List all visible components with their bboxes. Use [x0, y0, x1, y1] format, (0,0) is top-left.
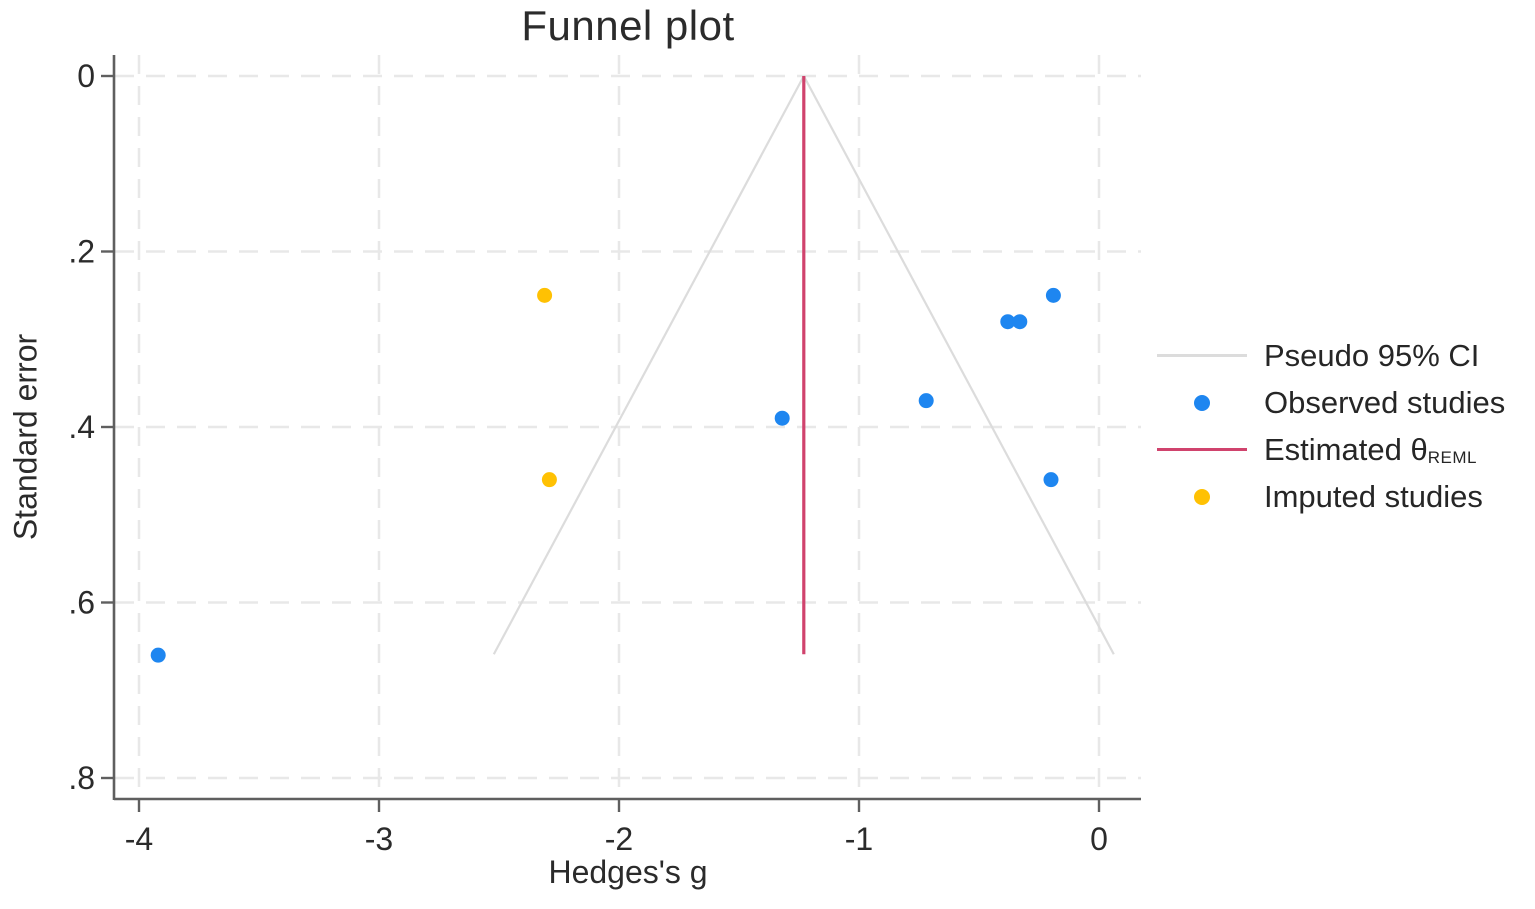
pseudo-ci-line-left [492, 75, 805, 655]
x-tick-label: -2 [605, 821, 633, 857]
y-tick-label: .4 [68, 409, 95, 445]
legend-label: Pseudo 95% CI [1264, 337, 1480, 373]
legend-item-observed-studies: Observed studies [1150, 379, 1505, 426]
observed-studies-point [1012, 314, 1028, 330]
legend-label: Estimated θREML [1264, 431, 1477, 467]
chart-title: Funnel plot [521, 2, 735, 49]
legend-marker-cell [1150, 394, 1254, 411]
legend: Pseudo 95% CI Observed studies Estimated θ… [1150, 332, 1505, 520]
x-tick-label: -1 [845, 821, 873, 857]
legend-item-pseudo-95-ci: Pseudo 95% CI [1150, 332, 1505, 379]
observed-studies-point [150, 647, 166, 663]
legend-line-marker [1157, 354, 1247, 357]
y-tick-label: .8 [68, 760, 95, 796]
legend-dot-marker [1194, 394, 1210, 411]
legend-marker-cell [1150, 354, 1254, 357]
x-axis-title: Hedges's g [548, 854, 708, 890]
legend-marker-cell [1150, 448, 1254, 451]
pseudo-ci-line-right [802, 75, 1115, 655]
x-tick-label: -4 [125, 821, 153, 857]
y-tick-label: .6 [68, 585, 95, 621]
observed-studies-point [1000, 314, 1016, 330]
legend-marker-cell [1150, 488, 1254, 505]
observed-studies-point [1043, 472, 1059, 488]
observed-studies-point [774, 410, 790, 426]
imputed-studies-point [541, 472, 557, 488]
legend-item-estimated-: Estimated θREML [1150, 426, 1505, 473]
imputed-studies-point [537, 287, 553, 303]
y-tick-label: 0 [77, 58, 95, 94]
observed-studies-point [1045, 287, 1061, 303]
legend-label: Observed studies [1264, 384, 1506, 420]
observed-studies-point [918, 393, 934, 409]
x-tick-label: -3 [365, 821, 393, 857]
x-tick-label: 0 [1090, 821, 1108, 857]
legend-label: Imputed studies [1264, 478, 1483, 514]
legend-line-marker [1157, 448, 1247, 451]
legend-label-subscript: REML [1427, 447, 1477, 467]
y-tick-label: .2 [68, 234, 95, 270]
legend-dot-marker [1194, 488, 1210, 505]
legend-item-imputed-studies: Imputed studies [1150, 473, 1505, 520]
